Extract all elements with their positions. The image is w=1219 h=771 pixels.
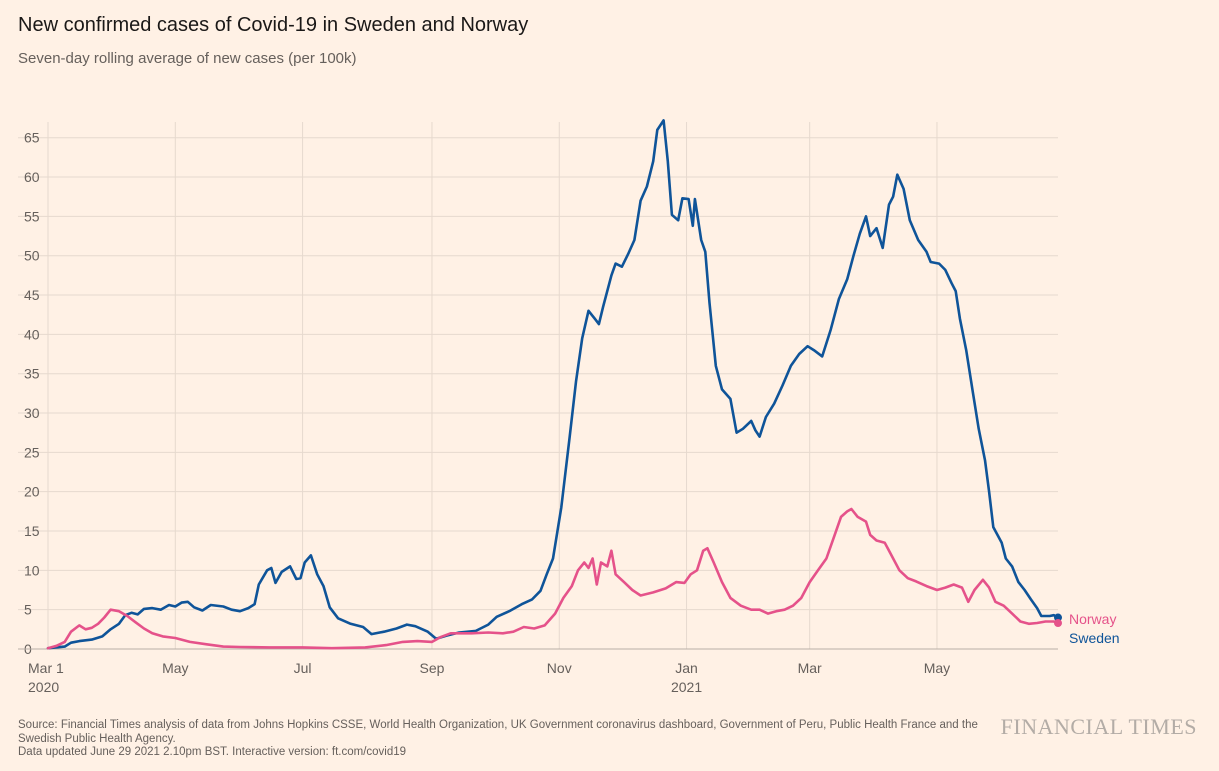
y-tick-label: 25 (24, 444, 40, 460)
y-tick-label: 35 (24, 366, 40, 382)
update-note: Data updated June 29 2021 2.10pm BST. In… (18, 746, 407, 758)
y-tick-label: 30 (24, 405, 40, 421)
y-tick-label: 5 (24, 602, 32, 618)
series-line-sweden (46, 119, 1060, 650)
x-tick-label: Mar 1 (28, 660, 64, 676)
y-tick-label: 65 (24, 130, 40, 146)
ft-logo: FINANCIAL TIMES (1000, 714, 1197, 739)
chart-title: New confirmed cases of Covid-19 in Swede… (18, 14, 529, 36)
series-endpoint-norway (1054, 619, 1062, 628)
x-tick-sublabel: 2021 (671, 679, 702, 695)
x-tick-label: May (162, 660, 188, 676)
x-tick-label: Jan (675, 660, 698, 676)
y-tick-label: 15 (24, 523, 40, 539)
source-note: Source: Financial Times analysis of data… (18, 719, 978, 745)
series-label-norway: Norway (1069, 611, 1116, 627)
y-tick-label: 10 (24, 562, 40, 578)
y-tick-label: 60 (24, 169, 40, 185)
series-label-layer: Sweden Norway (1069, 611, 1120, 646)
x-tick-sublabel: 2020 (28, 679, 59, 695)
series-layer (46, 119, 1062, 650)
y-tick-label: 20 (24, 484, 40, 500)
x-tick-label: Jul (294, 660, 312, 676)
x-tick-label: Mar (798, 660, 822, 676)
y-tick-label: 45 (24, 287, 40, 303)
y-tick-label: 55 (24, 208, 40, 224)
chart-footer: Source: Financial Times analysis of data… (18, 719, 998, 760)
series-endpoint-sweden (1054, 613, 1062, 622)
grid-layer (18, 122, 1058, 650)
y-tick-label: 40 (24, 326, 40, 342)
y-tick-label: 50 (24, 248, 40, 264)
chart-subtitle: Seven-day rolling average of new cases (… (18, 50, 357, 67)
x-tick-label: Sep (420, 660, 445, 676)
x-tick-label: May (924, 660, 950, 676)
series-label-sweden: Sweden (1069, 630, 1120, 646)
x-tick-label: Nov (547, 660, 572, 676)
series-line-norway (46, 507, 1060, 650)
